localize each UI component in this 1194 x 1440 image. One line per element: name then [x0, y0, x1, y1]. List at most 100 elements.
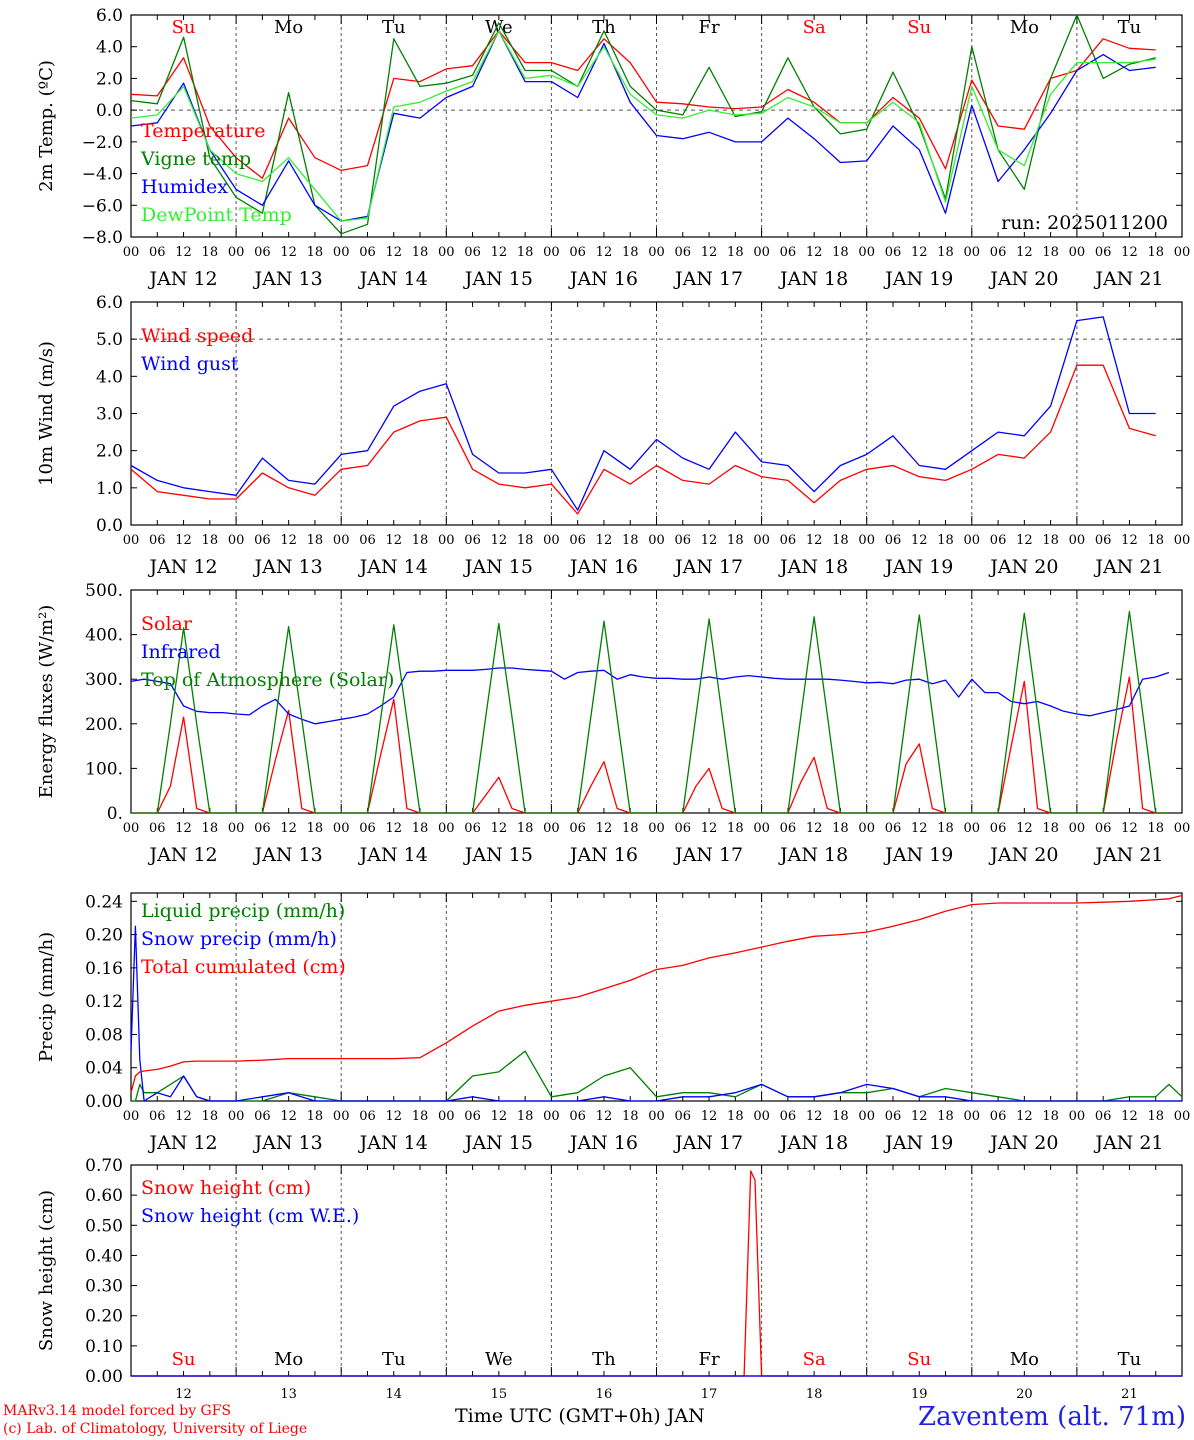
series-line-wind-speed — [130, 364, 1156, 515]
x-hour-label: 00 — [1174, 245, 1191, 260]
series-line-temperature — [130, 30, 1156, 179]
weekday-label: Tu — [1118, 17, 1142, 38]
x-hour-label: 06 — [569, 1109, 586, 1124]
x-hour-label: 18 — [832, 245, 849, 260]
x-hour-label: 12 — [280, 533, 297, 548]
x-hour-label: 06 — [464, 533, 481, 548]
x-hour-label: 06 — [149, 821, 166, 836]
y-tick-label: 0.0 — [96, 101, 123, 121]
x-hour-label: 06 — [569, 533, 586, 548]
x-hour-label: 12 — [385, 821, 402, 836]
legend-entry: Total cumulated (cm) — [141, 956, 346, 978]
x-hour-label: 12 — [1121, 1109, 1138, 1124]
x-hour-label: 00 — [753, 1109, 770, 1124]
x-date-label: JAN 21 — [1093, 844, 1163, 866]
x-hour-label: 12 — [280, 1109, 297, 1124]
x-hour-label: 06 — [1095, 821, 1112, 836]
y-tick-label: −6.0 — [82, 196, 123, 216]
x-hour-label: 06 — [675, 821, 692, 836]
x-hour-label: 06 — [1095, 1109, 1112, 1124]
y-tick-label: 0.50 — [85, 1216, 123, 1236]
x-hour-label: 06 — [1095, 245, 1112, 260]
y-axis-title: 2m Temp. (ºC) — [36, 60, 57, 192]
x-hour-label: 06 — [990, 821, 1007, 836]
x-hour-label: 00 — [753, 821, 770, 836]
weekday-label: Fr — [699, 1349, 720, 1370]
x-hour-label: 12 — [491, 245, 508, 260]
x-day-number: 16 — [596, 1387, 613, 1402]
weekday-label: Su — [907, 1349, 931, 1370]
y-tick-label: 0.16 — [85, 959, 123, 979]
x-hour-label: 06 — [464, 1109, 481, 1124]
weekday-label: Tu — [1118, 1349, 1142, 1370]
y-tick-label: 400. — [85, 626, 123, 646]
x-hour-label: 06 — [464, 821, 481, 836]
x-hour-label: 12 — [491, 1109, 508, 1124]
x-hour-label: 06 — [675, 245, 692, 260]
y-tick-label: 0.40 — [85, 1246, 123, 1266]
x-hour-label: 18 — [307, 533, 324, 548]
x-hour-label: 06 — [990, 533, 1007, 548]
legend-entry: Solar — [141, 613, 193, 635]
x-hour-label: 12 — [385, 1109, 402, 1124]
series-line-top-of-atmosphere-solar — [131, 610, 1169, 814]
x-hour-label: 18 — [832, 1109, 849, 1124]
y-tick-label: 0.70 — [85, 1156, 123, 1176]
x-hour-label: 00 — [123, 533, 140, 548]
x-hour-label: 18 — [412, 821, 429, 836]
x-hour-label: 06 — [149, 533, 166, 548]
x-hour-label: 18 — [727, 245, 744, 260]
x-date-label: JAN 17 — [673, 1132, 743, 1154]
x-hour-label: 06 — [885, 533, 902, 548]
x-hour-label: 06 — [885, 821, 902, 836]
x-date-label: JAN 15 — [463, 556, 533, 578]
x-hour-label: 12 — [911, 1109, 928, 1124]
x-hour-label: 00 — [858, 1109, 875, 1124]
x-date-label: JAN 12 — [147, 268, 217, 290]
station-name: Zaventem (alt. 71m) — [918, 1402, 1186, 1432]
x-date-label: JAN 21 — [1093, 268, 1163, 290]
x-hour-label: 18 — [202, 533, 219, 548]
x-hour-label: 06 — [569, 821, 586, 836]
x-hour-label: 12 — [911, 821, 928, 836]
x-hour-label: 18 — [1147, 821, 1164, 836]
x-hour-label: 12 — [1121, 821, 1138, 836]
x-hour-label: 12 — [1016, 533, 1033, 548]
series-line-total-cumulated-cm — [130, 894, 1183, 1093]
x-hour-label: 18 — [1147, 533, 1164, 548]
x-hour-label: 06 — [990, 1109, 1007, 1124]
x-date-label: JAN 13 — [253, 268, 323, 290]
x-hour-label: 12 — [911, 245, 928, 260]
x-hour-label: 18 — [727, 533, 744, 548]
x-hour-label: 00 — [1174, 533, 1191, 548]
x-hour-label: 00 — [438, 533, 455, 548]
x-hour-label: 18 — [937, 533, 954, 548]
y-tick-label: 0.04 — [85, 1059, 123, 1079]
x-hour-label: 00 — [964, 1109, 981, 1124]
x-hour-label: 12 — [385, 245, 402, 260]
x-hour-label: 06 — [885, 1109, 902, 1124]
x-hour-label: 18 — [727, 1109, 744, 1124]
x-hour-label: 00 — [964, 533, 981, 548]
x-date-label: JAN 20 — [988, 1132, 1058, 1154]
x-hour-label: 06 — [359, 533, 376, 548]
weekday-label: Tu — [382, 17, 406, 38]
y-tick-label: 0.30 — [85, 1277, 123, 1297]
x-hour-label: 00 — [648, 821, 665, 836]
x-hour-label: 18 — [1147, 245, 1164, 260]
y-tick-label: 100. — [85, 759, 123, 779]
y-tick-label: 0.12 — [85, 992, 123, 1012]
y-axis-title: 10m Wind (m/s) — [36, 341, 57, 486]
x-hour-label: 06 — [254, 821, 271, 836]
x-date-label: JAN 12 — [147, 1132, 217, 1154]
x-hour-label: 00 — [228, 245, 245, 260]
weekday-label: Th — [592, 1349, 616, 1370]
weekday-label: Fr — [699, 17, 720, 38]
x-hour-label: 12 — [280, 821, 297, 836]
x-date-label: JAN 18 — [778, 1132, 848, 1154]
x-hour-label: 12 — [806, 821, 823, 836]
x-hour-label: 06 — [464, 245, 481, 260]
x-date-label: JAN 18 — [778, 844, 848, 866]
x-day-number: 18 — [806, 1387, 823, 1402]
x-hour-label: 00 — [1069, 245, 1086, 260]
